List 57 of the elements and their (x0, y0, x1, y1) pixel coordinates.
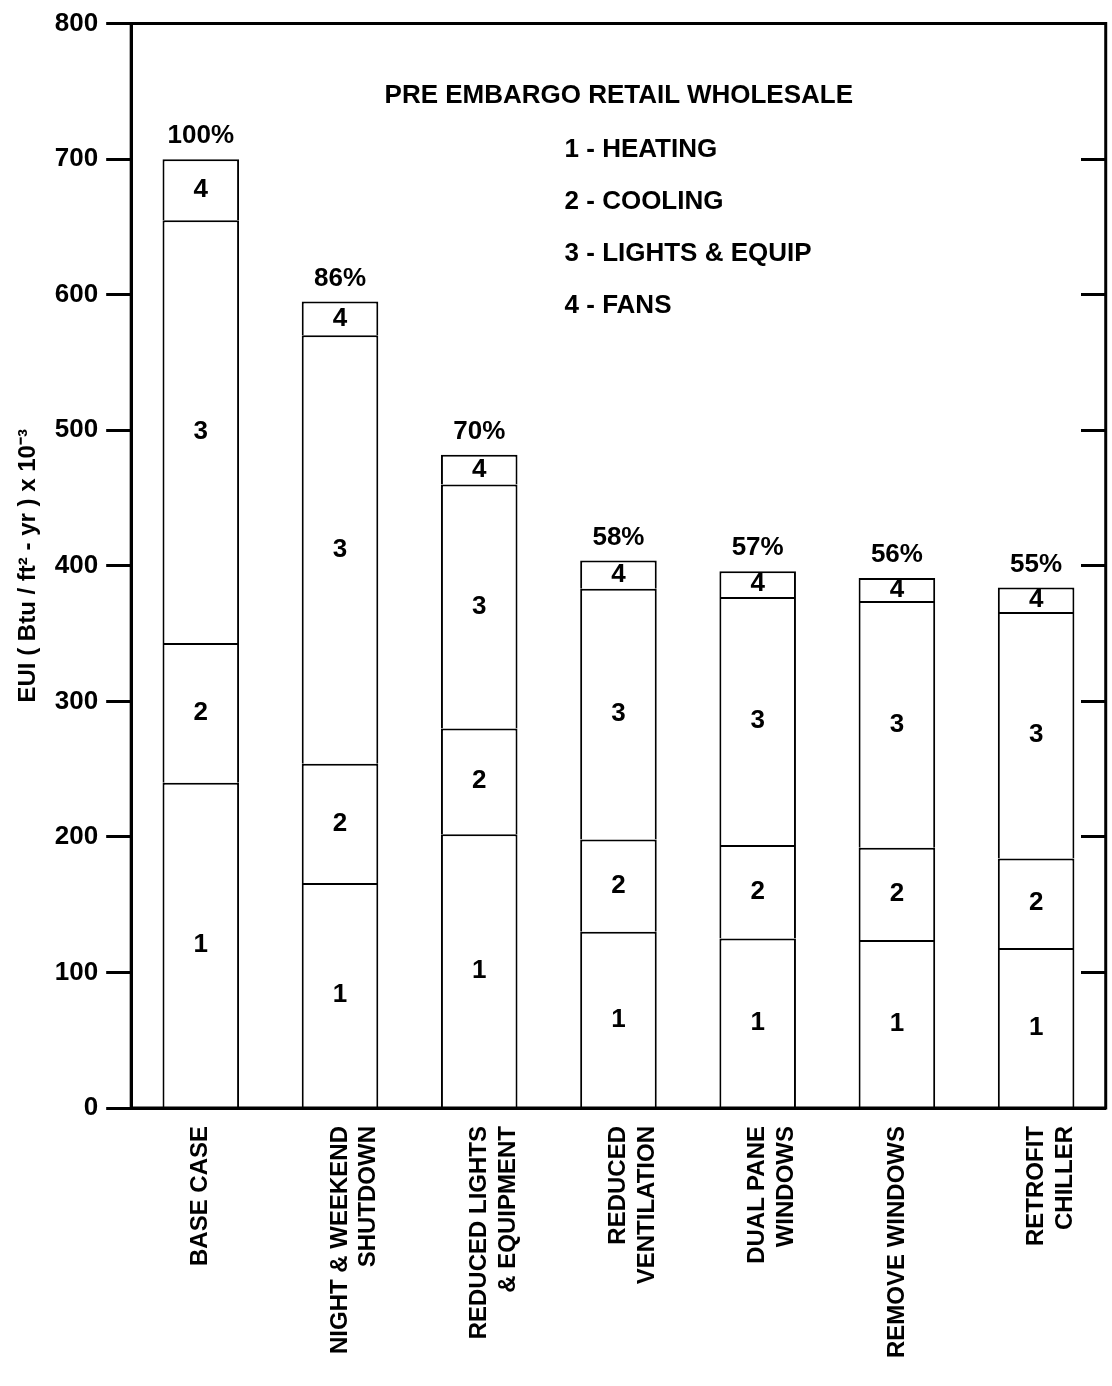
x-tick-label: DUAL PANE WINDOWS (742, 1126, 799, 1264)
text: 1 (472, 954, 487, 985)
text: 3 (193, 414, 209, 445)
annotation: 4 - FANS (564, 288, 672, 319)
text: 2 (611, 868, 626, 899)
text: 2 (472, 764, 487, 795)
x-tick-label: REDUCED VENTILATION (603, 1126, 659, 1285)
text: 1 (193, 928, 209, 959)
text: 2 (750, 874, 765, 905)
annotation: 2 - COOLING (564, 184, 724, 215)
annotation: PRE EMBARGO RETAIL WHOLESALE (384, 78, 854, 109)
y-tick-label: 300 (54, 684, 99, 715)
text: 4 (472, 452, 487, 483)
annotation: 57% (731, 531, 784, 562)
text: 1 (611, 1002, 626, 1033)
annotation: 70% (453, 414, 506, 445)
x-tick-label: NIGHT & WEEKEND SHUTDOWN (324, 1126, 381, 1354)
y-tick-label: 100 (54, 955, 99, 986)
text: 3 (1028, 718, 1044, 749)
x-tick-label: REDUCED LIGHTS & EQUIPMENT (463, 1125, 520, 1340)
text: 1 (1028, 1010, 1044, 1041)
text: 4 (332, 301, 348, 332)
annotation: 100% (167, 119, 235, 150)
text: 1 (889, 1006, 905, 1037)
annotation: 56% (870, 538, 923, 569)
y-tick-label: 500 (54, 413, 99, 444)
annotation: 1 - HEATING (564, 132, 718, 163)
x-tick-label: BASE CASE (185, 1126, 213, 1267)
y-tick-label: 0 (83, 1091, 99, 1122)
series-label: 1 (332, 978, 348, 1009)
text: 3 (889, 707, 905, 738)
y-tick-label: 600 (54, 277, 99, 308)
text: 3 (750, 704, 765, 735)
text: 3 (472, 589, 487, 620)
annotation: 58% (592, 520, 645, 551)
text: 2 (332, 806, 348, 837)
text: 4 (611, 557, 626, 588)
y-tick-label: 700 (54, 142, 99, 173)
y-tick-label: 800 (54, 6, 99, 37)
y-axis-title: EUI ( Btu / ft² - yr ) x 10⁻³ (13, 429, 41, 703)
text: 4 (1028, 582, 1044, 613)
y-tick-label: 200 (54, 820, 99, 851)
x-tick-label: REMOVE WINDOWS (881, 1126, 909, 1358)
annotation: 55% (1010, 547, 1063, 578)
text: 4 (193, 172, 209, 203)
text: 1 (750, 1006, 765, 1037)
text: 2 (193, 696, 209, 727)
text: 3 (611, 697, 626, 728)
series-label: 4 (750, 567, 766, 598)
series-label: 2 (1028, 886, 1044, 917)
text: 4 (889, 572, 905, 603)
text: 2 (889, 877, 905, 908)
annotation: 86% (313, 261, 367, 292)
x-tick-label: RETROFIT CHILLER (1020, 1125, 1077, 1246)
y-tick-label: 400 (54, 548, 99, 579)
series-label: 3 (332, 532, 348, 563)
annotation: 3 - LIGHTS & EQUIP (564, 236, 812, 267)
